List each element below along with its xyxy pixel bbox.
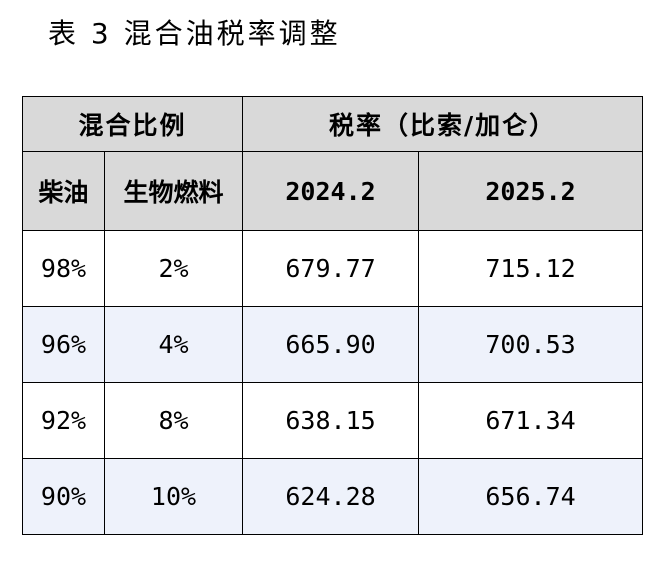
table-caption: 表 3 混合油税率调整 — [48, 17, 341, 50]
header-biofuel: 生物燃料 — [103, 151, 244, 231]
biofuel-cell: 8% — [103, 382, 244, 459]
header-2025: 2025.2 — [418, 151, 644, 231]
rate-2024-cell: 638.15 — [242, 382, 420, 459]
diesel-cell: 90% — [22, 458, 105, 535]
diesel-cell: 96% — [22, 306, 105, 383]
header-2024: 2024.2 — [242, 151, 420, 231]
header-diesel: 柴油 — [22, 151, 105, 231]
rate-2024-cell: 665.90 — [242, 306, 420, 383]
tax-rate-table: 混合比例 税率（比索/加仑） 柴油 生物燃料 2024.2 2025.2 98%… — [21, 96, 644, 535]
table-row: 96% 4% 665.90 700.53 — [22, 306, 644, 383]
rate-2024-cell: 624.28 — [242, 458, 420, 535]
diesel-cell: 98% — [22, 230, 105, 307]
rate-2025-cell: 715.12 — [418, 230, 644, 307]
table-row: 92% 8% 638.15 671.34 — [22, 382, 644, 459]
rate-2025-cell: 671.34 — [418, 382, 644, 459]
rate-2024-cell: 679.77 — [242, 230, 420, 307]
header-tax-rate: 税率（比索/加仑） — [242, 96, 644, 152]
biofuel-cell: 10% — [103, 458, 244, 535]
header-row-group: 混合比例 税率（比索/加仑） — [21, 96, 644, 152]
biofuel-cell: 2% — [103, 230, 244, 307]
diesel-cell: 92% — [22, 382, 105, 459]
rate-2025-cell: 656.74 — [418, 458, 644, 535]
table-row: 98% 2% 679.77 715.12 — [22, 230, 644, 307]
biofuel-cell: 4% — [103, 306, 244, 383]
header-blend-ratio: 混合比例 — [21, 96, 244, 152]
rate-2025-cell: 700.53 — [418, 306, 644, 383]
header-row-columns: 柴油 生物燃料 2024.2 2025.2 — [22, 151, 644, 231]
table-row: 90% 10% 624.28 656.74 — [22, 458, 644, 535]
